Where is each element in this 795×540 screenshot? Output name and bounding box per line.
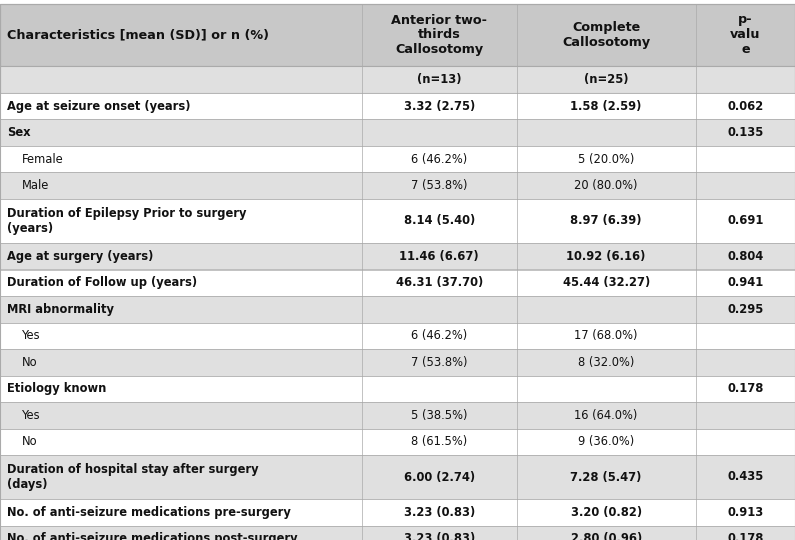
Text: Male: Male xyxy=(22,179,49,192)
Text: Etiology known: Etiology known xyxy=(7,382,107,395)
Text: Sex: Sex xyxy=(7,126,30,139)
Text: No. of anti-seizure medications post-surgery: No. of anti-seizure medications post-sur… xyxy=(7,532,297,540)
Bar xyxy=(0,525,795,540)
Text: 3.20 (0.82): 3.20 (0.82) xyxy=(571,506,642,519)
Text: 0.295: 0.295 xyxy=(727,303,763,316)
Text: No: No xyxy=(22,356,37,369)
Text: 0.435: 0.435 xyxy=(727,470,763,483)
Text: No: No xyxy=(22,435,37,448)
Bar xyxy=(0,66,795,93)
Text: 5 (38.5%): 5 (38.5%) xyxy=(411,409,467,422)
Text: 0.178: 0.178 xyxy=(727,532,763,540)
Bar xyxy=(0,296,795,322)
Text: 3.23 (0.83): 3.23 (0.83) xyxy=(404,506,475,519)
Text: 0.135: 0.135 xyxy=(727,126,763,139)
Text: 8 (61.5%): 8 (61.5%) xyxy=(411,435,467,448)
Text: 45.44 (32.27): 45.44 (32.27) xyxy=(563,276,650,289)
Bar xyxy=(0,243,795,269)
Text: No. of anti-seizure medications pre-surgery: No. of anti-seizure medications pre-surg… xyxy=(7,506,291,519)
Text: 10.92 (6.16): 10.92 (6.16) xyxy=(567,249,646,263)
Text: 0.804: 0.804 xyxy=(727,249,763,263)
Text: Characteristics [mean (SD)] or n (%): Characteristics [mean (SD)] or n (%) xyxy=(7,29,269,42)
Text: Yes: Yes xyxy=(22,329,41,342)
Text: 8.97 (6.39): 8.97 (6.39) xyxy=(571,214,642,227)
Bar xyxy=(0,93,795,119)
Bar xyxy=(0,375,795,402)
Bar xyxy=(0,322,795,349)
Bar xyxy=(0,349,795,375)
Bar xyxy=(0,499,795,525)
Text: 16 (64.0%): 16 (64.0%) xyxy=(575,409,638,422)
Text: Duration of Follow up (years): Duration of Follow up (years) xyxy=(7,276,197,289)
Bar xyxy=(0,172,795,199)
Text: Age at surgery (years): Age at surgery (years) xyxy=(7,249,153,263)
Bar xyxy=(0,119,795,146)
Text: Complete
Callosotomy: Complete Callosotomy xyxy=(562,21,650,49)
Text: 46.31 (37.70): 46.31 (37.70) xyxy=(396,276,483,289)
Text: 8.14 (5.40): 8.14 (5.40) xyxy=(404,214,475,227)
Text: 6 (46.2%): 6 (46.2%) xyxy=(411,329,467,342)
Text: 11.46 (6.67): 11.46 (6.67) xyxy=(399,249,479,263)
Text: MRI abnormality: MRI abnormality xyxy=(7,303,114,316)
Text: 6.00 (2.74): 6.00 (2.74) xyxy=(404,470,475,483)
Bar xyxy=(0,199,795,243)
Text: 0.062: 0.062 xyxy=(727,100,763,113)
Text: 7.28 (5.47): 7.28 (5.47) xyxy=(571,470,642,483)
Text: 9 (36.0%): 9 (36.0%) xyxy=(578,435,634,448)
Text: 8 (32.0%): 8 (32.0%) xyxy=(578,356,634,369)
Text: Duration of hospital stay after surgery
(days): Duration of hospital stay after surgery … xyxy=(7,463,258,491)
Text: (n=13): (n=13) xyxy=(417,73,461,86)
Text: 0.178: 0.178 xyxy=(727,382,763,395)
Text: Female: Female xyxy=(22,153,64,166)
Bar xyxy=(0,146,795,172)
Text: 0.691: 0.691 xyxy=(727,214,763,227)
Text: Duration of Epilepsy Prior to surgery
(years): Duration of Epilepsy Prior to surgery (y… xyxy=(7,207,246,235)
Text: 3.32 (2.75): 3.32 (2.75) xyxy=(404,100,475,113)
Text: 0.941: 0.941 xyxy=(727,276,763,289)
Text: 7 (53.8%): 7 (53.8%) xyxy=(411,356,467,369)
Text: p-
valu
e: p- valu e xyxy=(730,14,761,57)
Text: 1.58 (2.59): 1.58 (2.59) xyxy=(571,100,642,113)
Text: 0.913: 0.913 xyxy=(727,506,763,519)
Bar xyxy=(0,269,795,296)
Bar xyxy=(0,4,795,66)
Text: 17 (68.0%): 17 (68.0%) xyxy=(575,329,638,342)
Text: 2.80 (0.96): 2.80 (0.96) xyxy=(571,532,642,540)
Text: (n=25): (n=25) xyxy=(584,73,628,86)
Text: Anterior two-
thirds
Callosotomy: Anterior two- thirds Callosotomy xyxy=(391,14,487,57)
Bar xyxy=(0,402,795,429)
Text: 5 (20.0%): 5 (20.0%) xyxy=(578,153,634,166)
Text: 3.23 (0.83): 3.23 (0.83) xyxy=(404,532,475,540)
Text: 20 (80.0%): 20 (80.0%) xyxy=(575,179,638,192)
Bar xyxy=(0,455,795,499)
Text: Age at seizure onset (years): Age at seizure onset (years) xyxy=(7,100,191,113)
Text: 7 (53.8%): 7 (53.8%) xyxy=(411,179,467,192)
Bar xyxy=(0,429,795,455)
Text: 6 (46.2%): 6 (46.2%) xyxy=(411,153,467,166)
Text: Yes: Yes xyxy=(22,409,41,422)
